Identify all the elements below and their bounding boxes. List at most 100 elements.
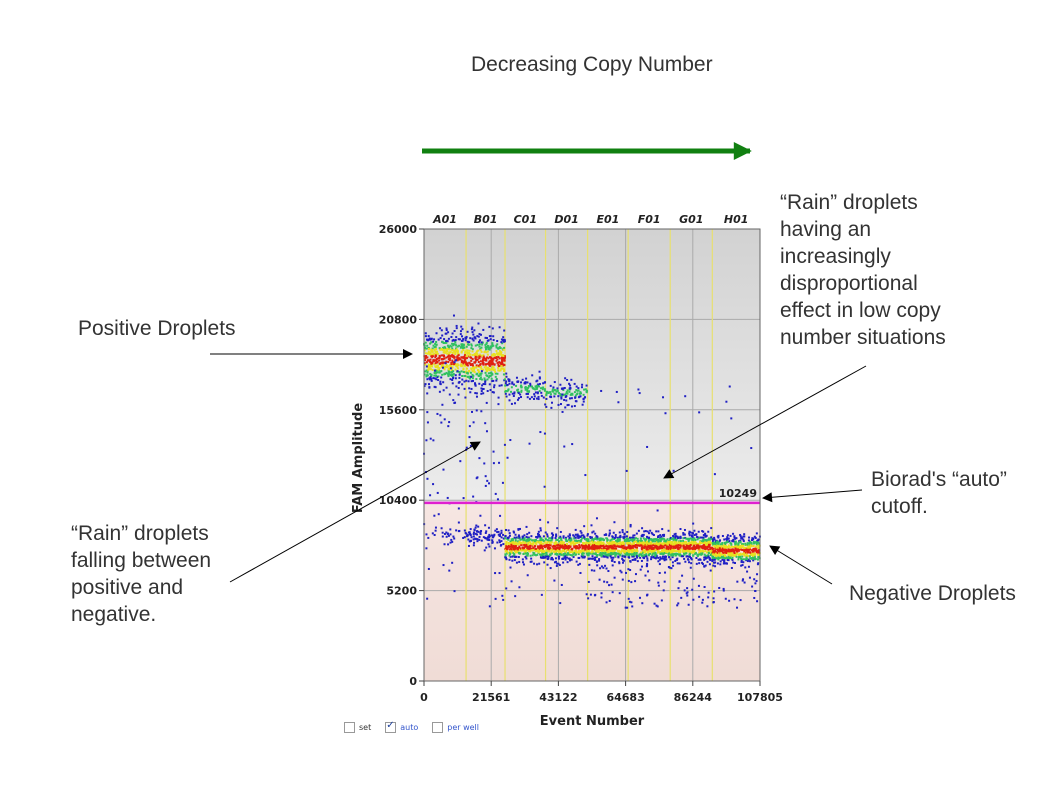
low-droplet <box>593 569 596 572</box>
droplet-point <box>587 552 590 555</box>
droplet-point <box>479 531 482 534</box>
droplet-point <box>477 525 480 528</box>
droplet-point <box>443 361 446 364</box>
droplet-point <box>643 541 646 544</box>
low-droplet <box>683 589 686 592</box>
droplet-point <box>604 549 607 552</box>
droplet-point <box>449 533 452 536</box>
droplet-point <box>755 551 758 554</box>
droplet-point <box>541 547 544 550</box>
droplet-point <box>484 380 487 383</box>
droplet-point <box>554 392 557 395</box>
rain-droplet <box>750 447 753 450</box>
droplet-point <box>433 352 436 355</box>
droplet-point <box>526 540 529 543</box>
droplet-point <box>642 556 645 559</box>
droplet-point <box>508 534 511 537</box>
droplet-point <box>490 371 493 374</box>
droplet-point <box>525 554 528 557</box>
rain-droplet <box>441 366 444 369</box>
droplet-point <box>669 545 672 548</box>
rain-droplet <box>625 469 628 472</box>
droplet-point <box>707 550 710 553</box>
droplet-point <box>732 546 735 549</box>
droplet-point <box>584 548 587 551</box>
well-label: E01 <box>596 213 619 226</box>
low-droplet <box>453 590 456 593</box>
droplet-point <box>681 543 684 546</box>
droplet-point <box>446 365 449 368</box>
droplet-point <box>492 335 495 338</box>
droplet-point <box>549 544 552 547</box>
droplet-point <box>571 392 574 395</box>
droplet-point <box>705 539 708 542</box>
droplet-point <box>590 545 593 548</box>
droplet-point <box>492 379 495 382</box>
droplet-point <box>528 531 531 534</box>
droplet-point <box>471 331 474 334</box>
droplet-point <box>514 551 517 554</box>
droplet-point <box>601 538 604 541</box>
low-droplet <box>646 564 649 567</box>
droplet-point <box>740 536 743 539</box>
droplet-point <box>687 545 690 548</box>
droplet-point <box>443 543 446 546</box>
droplet-point <box>517 537 520 540</box>
droplet-point <box>541 548 544 551</box>
low-droplet <box>754 582 757 585</box>
droplet-point <box>556 562 559 565</box>
droplet-point <box>568 533 571 536</box>
droplet-point <box>570 537 573 540</box>
low-droplet <box>756 573 759 576</box>
droplet-point <box>682 539 685 542</box>
droplet-point <box>711 555 714 558</box>
low-droplet <box>553 579 556 582</box>
droplet-point <box>517 548 520 551</box>
droplet-point <box>551 552 554 555</box>
droplet-point <box>739 548 742 551</box>
droplet-point <box>695 544 698 547</box>
rain-droplet <box>466 535 469 538</box>
droplet-point <box>599 548 602 551</box>
auto-checkbox[interactable] <box>385 720 397 733</box>
set-checkbox[interactable] <box>344 722 355 733</box>
low-droplet <box>677 602 680 605</box>
droplet-point <box>434 354 437 357</box>
droplet-point <box>486 356 489 359</box>
droplet-point <box>463 355 466 358</box>
droplet-point <box>429 360 432 363</box>
droplet-point <box>553 381 556 384</box>
droplet-point <box>713 558 716 561</box>
low-droplet <box>754 589 757 592</box>
droplet-point <box>662 396 665 399</box>
droplet-point <box>694 539 697 542</box>
droplet-point <box>725 548 728 551</box>
droplet-point <box>703 556 706 559</box>
per-well-checkbox[interactable] <box>432 722 444 733</box>
droplet-point <box>540 543 543 546</box>
droplet-point <box>481 343 484 346</box>
droplet-point <box>474 392 477 395</box>
low-droplet <box>611 591 614 594</box>
x-tick-label: 64683 <box>606 691 644 704</box>
droplet-point <box>619 551 622 554</box>
rain-droplet <box>433 514 436 517</box>
droplet-point <box>465 363 468 366</box>
droplet-point <box>586 389 589 392</box>
droplet-point <box>631 546 634 549</box>
droplet-point <box>478 382 481 385</box>
droplet-point <box>617 542 620 545</box>
droplet-point <box>517 397 520 400</box>
droplet-point <box>451 332 454 335</box>
droplet-point <box>441 334 444 337</box>
droplet-point <box>440 329 443 332</box>
droplet-point <box>661 528 664 531</box>
droplet-point <box>544 403 547 406</box>
droplet-point <box>447 355 450 358</box>
droplet-point <box>713 557 716 560</box>
droplet-point <box>742 544 745 547</box>
droplet-point <box>608 553 611 556</box>
droplet-point <box>671 554 674 557</box>
droplet-point <box>605 567 608 570</box>
rain-droplet <box>446 496 449 499</box>
